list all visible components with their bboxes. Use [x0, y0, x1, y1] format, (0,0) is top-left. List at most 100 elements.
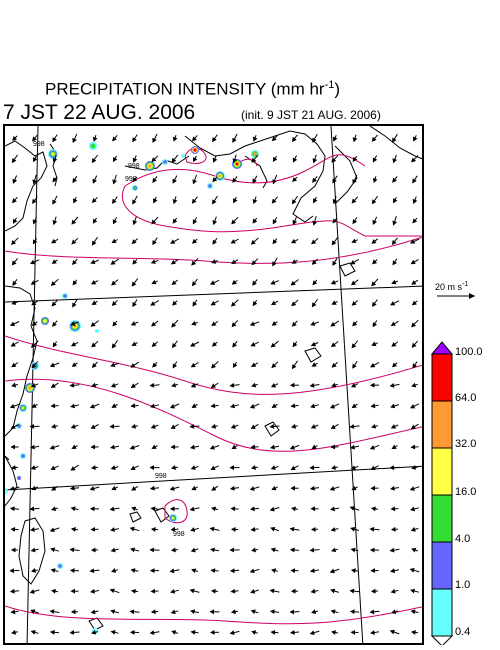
- wind-vector-head: [231, 259, 237, 265]
- wind-vector-head: [410, 588, 416, 594]
- wind-vector-head: [371, 199, 377, 205]
- wind-vector-head: [250, 465, 256, 470]
- wind-vector-head: [29, 424, 35, 429]
- wind-vector-head: [351, 300, 357, 306]
- wind-vector-head: [412, 218, 418, 224]
- wind-vector-head: [150, 609, 156, 615]
- wind-vector-head: [349, 588, 355, 594]
- wind-scale-label: 20 m s-1: [435, 281, 468, 292]
- wind-vector-head: [372, 219, 377, 225]
- wind-vector-head: [110, 362, 116, 367]
- wind-vector-head: [170, 465, 176, 470]
- wind-vector-head: [371, 281, 377, 287]
- wind-vector-head: [52, 342, 58, 348]
- wind-vector-head: [10, 547, 16, 553]
- wind-vector-head: [391, 342, 397, 347]
- wind-vector-head: [32, 136, 37, 142]
- wind-vector-head: [132, 199, 137, 205]
- wind-vector-head: [289, 445, 295, 450]
- colorbar-label: 64.0: [455, 392, 477, 404]
- wind-vector-head: [232, 158, 238, 164]
- precip-cell: [253, 152, 257, 156]
- wind-vector-head: [70, 403, 76, 409]
- wind-vector-head: [269, 609, 275, 615]
- wind-vector-head: [409, 486, 415, 491]
- wind-vector-head: [331, 547, 337, 553]
- wind-vector-head: [371, 136, 377, 142]
- wind-vector-head: [90, 465, 96, 470]
- wind-vector-head: [49, 609, 55, 614]
- wind-vector-head: [249, 321, 255, 326]
- wind-vector-head: [230, 526, 236, 532]
- wind-vector-head: [271, 363, 277, 369]
- wind-vector-head: [50, 547, 56, 553]
- wind-vector-head: [132, 157, 138, 163]
- wind-vector-head: [389, 382, 395, 388]
- wind-vector-head: [251, 260, 257, 266]
- wind-vector-head: [390, 403, 396, 409]
- wind-vector-head: [209, 445, 215, 450]
- wind-vector-head: [11, 300, 17, 305]
- wind-vector-head: [252, 199, 258, 205]
- wind-vector-head: [312, 280, 318, 286]
- wind-vector-head: [232, 362, 238, 368]
- colorbar-label: 0.4: [455, 626, 471, 638]
- wind-vector-head: [192, 301, 198, 307]
- wind-vector-head: [150, 506, 156, 512]
- wind-vector-head: [230, 239, 236, 244]
- wind-vector-head: [330, 444, 336, 450]
- wind-vector-head: [331, 630, 336, 635]
- wind-vector-head: [32, 198, 37, 204]
- wind-vector-head: [232, 137, 237, 143]
- wind-vector-head: [251, 362, 257, 367]
- wind-vector-head: [171, 157, 177, 163]
- wind-vector-head: [229, 568, 235, 574]
- wind-vector-head: [69, 485, 75, 491]
- wind-vector-head: [132, 259, 138, 265]
- wind-vector-head: [11, 239, 17, 245]
- wind-vector-head: [130, 321, 136, 326]
- wind-vector-head: [350, 383, 357, 388]
- title-close: ): [334, 79, 341, 99]
- wind-vector-head: [269, 424, 275, 429]
- wind-vector-head: [270, 280, 276, 285]
- wind-vector-head: [310, 341, 316, 347]
- wind-vector-head: [90, 609, 96, 615]
- wind-vector-head: [30, 630, 36, 635]
- wind-vector-head: [292, 342, 298, 348]
- wind-vector-head: [52, 199, 57, 205]
- wind-vector-head: [352, 321, 358, 327]
- wind-vector-head: [312, 177, 317, 183]
- wind-vector-head: [190, 465, 196, 470]
- wind-vector-head: [89, 568, 95, 574]
- wind-vector-head: [170, 588, 176, 594]
- wind-vector-head: [390, 506, 396, 512]
- wind-vector-head: [130, 383, 136, 388]
- wind-vector-head: [330, 609, 336, 615]
- wind-vector-head: [312, 158, 318, 164]
- wind-vector-head: [130, 547, 136, 553]
- isobars: [5, 147, 422, 625]
- wind-vector-head: [170, 547, 176, 553]
- wind-vector-head: [9, 403, 15, 409]
- precip-cell: [163, 160, 167, 164]
- wind-vector-head: [250, 589, 256, 594]
- wind-vector-head: [391, 279, 397, 285]
- wind-vector-head: [290, 280, 296, 286]
- wind-vector-head: [191, 198, 197, 204]
- wind-vector-head: [292, 177, 298, 183]
- wind-vector-head: [270, 342, 276, 348]
- wind-vector-head: [91, 342, 97, 348]
- wind-vector-head: [92, 218, 98, 224]
- wind-vector-head: [392, 362, 398, 368]
- wind-vector-head: [11, 158, 17, 164]
- wind-vector-head: [89, 506, 95, 512]
- wind-vector-head: [70, 321, 76, 326]
- wind-vector-head: [52, 157, 58, 163]
- wind-vector-head: [31, 300, 37, 306]
- colorbar-segment: [431, 588, 453, 637]
- wind-vector-head: [9, 486, 15, 491]
- precip-cell: [51, 152, 55, 156]
- wind-vector-head: [209, 280, 216, 285]
- colorbar-segment: [431, 494, 453, 543]
